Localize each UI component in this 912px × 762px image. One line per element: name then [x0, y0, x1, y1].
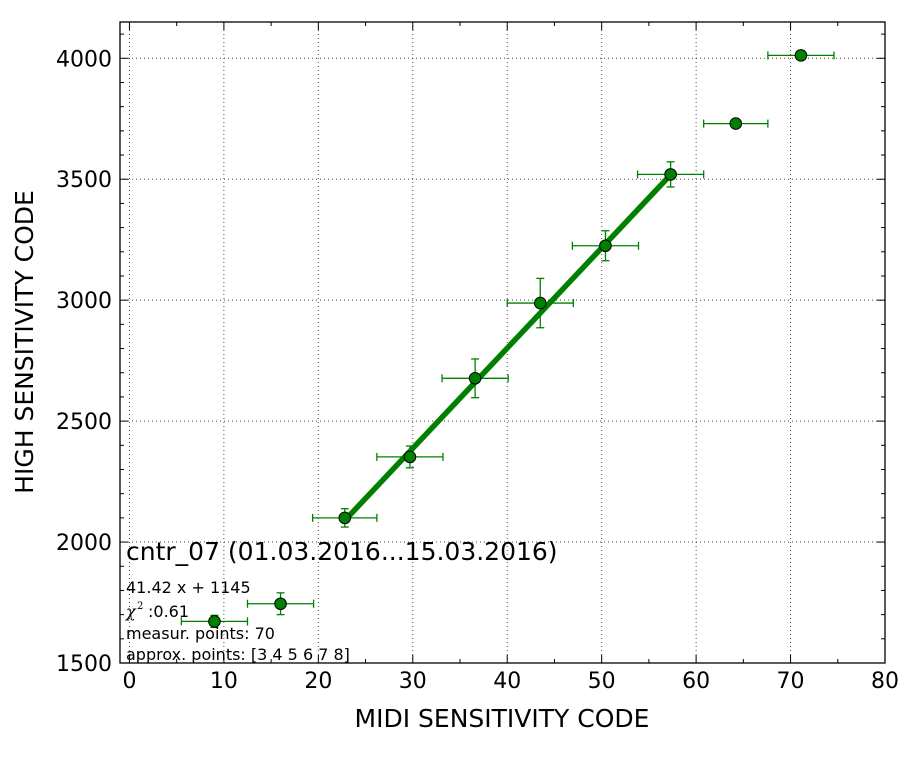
svg-text:2: 2	[137, 601, 143, 612]
grid-lines	[120, 22, 886, 664]
data-points-layer	[180, 49, 835, 629]
annotation-title: cntr_07 (01.03.2016...15.03.2016)	[126, 537, 558, 566]
annotation-approx-points: approx. points: [3 4 5 6 7 8]	[126, 645, 350, 664]
x-tick-label: 70	[777, 669, 805, 694]
x-tick-label: 30	[399, 669, 427, 694]
x-tick-label: 20	[304, 669, 332, 694]
data-point	[246, 592, 315, 616]
point-marker	[533, 296, 547, 310]
point-marker	[274, 597, 287, 611]
data-point	[312, 508, 378, 528]
x-axis-label: MIDI SENSITIVITY CODE	[355, 704, 650, 733]
x-tick-label: 0	[122, 669, 136, 694]
point-marker	[338, 511, 352, 525]
point-marker	[729, 117, 743, 130]
x-tick-label: 80	[871, 669, 899, 694]
annotation-chi2-value: :0.61	[148, 602, 189, 621]
x-tick-label: 50	[588, 669, 616, 694]
y-tick-label: 4000	[56, 47, 112, 72]
axis-ticks	[120, 22, 886, 664]
data-point	[506, 277, 574, 329]
annotation-equation: 41.42 x + 1145	[126, 578, 251, 597]
data-point	[441, 358, 509, 399]
plot-frame	[119, 21, 886, 664]
point-marker	[794, 49, 808, 62]
annotation-measur-points: measur. points: 70	[126, 624, 275, 643]
data-point	[376, 445, 444, 469]
y-tick-label: 1500	[56, 652, 112, 677]
y-tick-label: 2000	[56, 531, 112, 556]
x-tick-label: 60	[682, 669, 710, 694]
point-marker	[664, 168, 677, 181]
data-point	[703, 117, 769, 130]
y-tick-label: 3000	[56, 289, 112, 314]
tick-labels: 0 10 20 30 40 50 60 70 80 1500 2000 2500 3000 3500 400…	[56, 47, 899, 694]
y-tick-label: 2500	[56, 410, 112, 435]
data-point	[767, 49, 835, 62]
point-marker	[599, 239, 612, 253]
data-point	[180, 614, 249, 629]
y-tick-label: 3500	[56, 168, 112, 193]
fit-line-layer	[342, 172, 673, 523]
data-point	[636, 161, 705, 188]
x-tick-label: 10	[210, 669, 238, 694]
y-axis-label: HIGH SENSITIVITY CODE	[10, 190, 39, 494]
point-marker	[468, 371, 482, 385]
point-marker	[403, 450, 417, 464]
point-marker	[208, 615, 221, 628]
annotation-chi2: χ 2 :0.61	[125, 601, 189, 621]
fit-line	[342, 172, 673, 523]
x-tick-label: 40	[493, 669, 521, 694]
svg-text:χ: χ	[125, 602, 137, 621]
data-point	[571, 230, 640, 262]
